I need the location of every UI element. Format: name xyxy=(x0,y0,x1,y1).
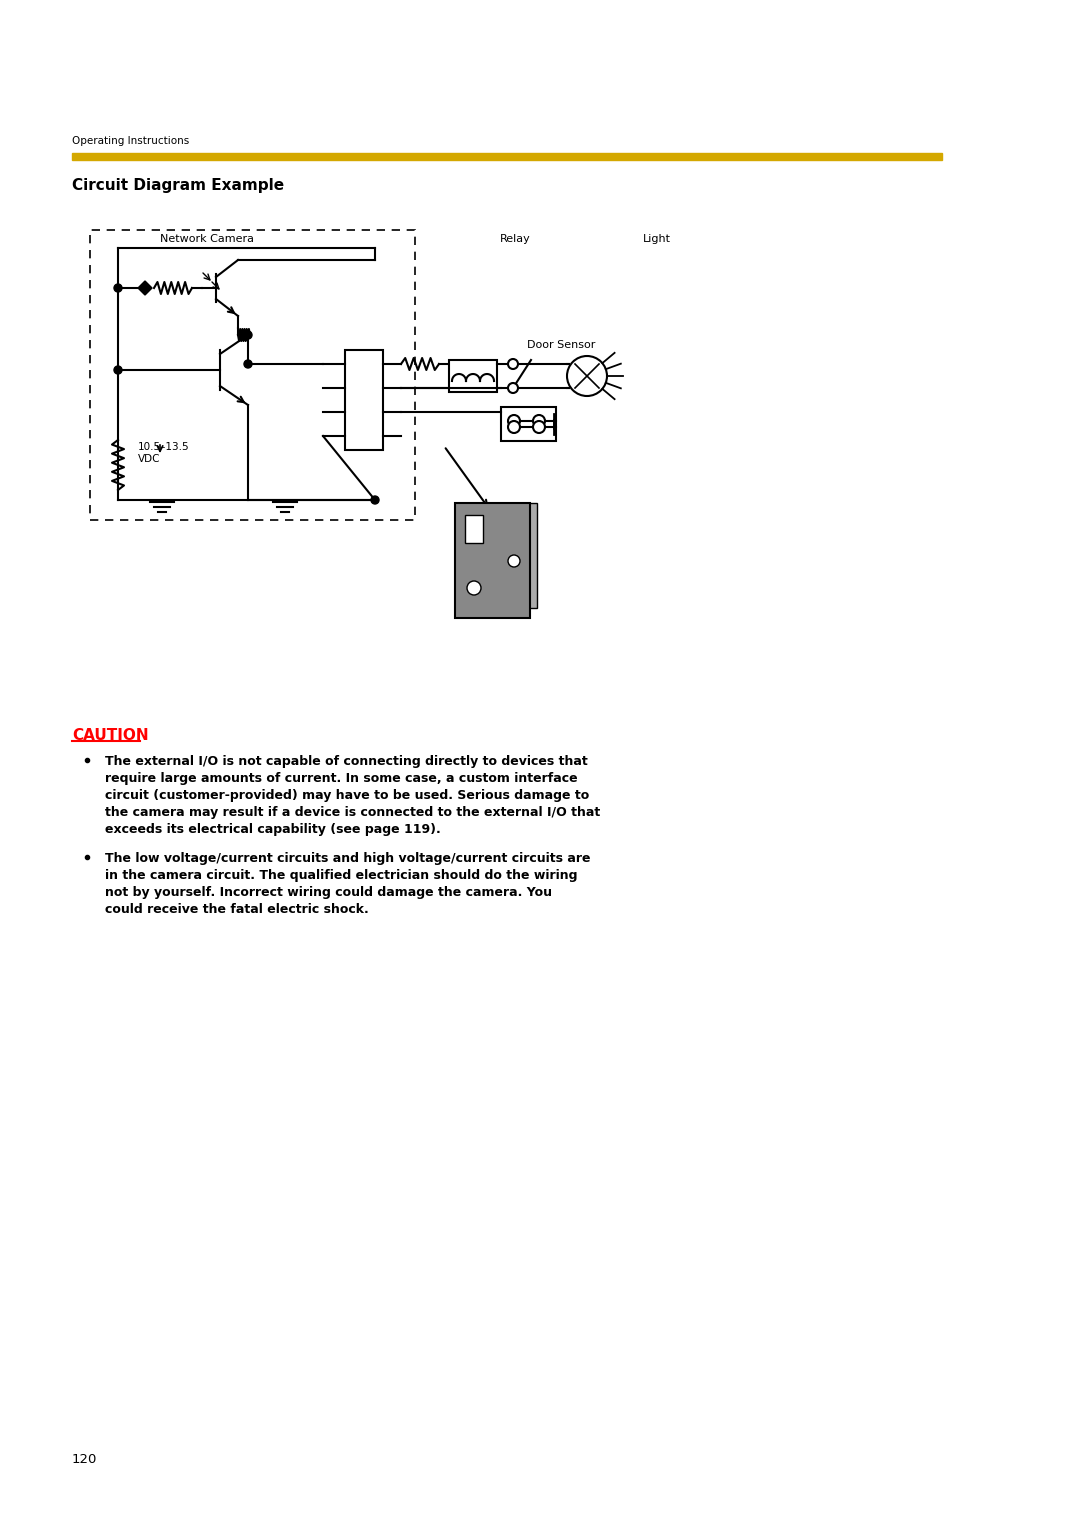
Circle shape xyxy=(534,422,545,432)
Circle shape xyxy=(508,555,519,567)
Text: 3: 3 xyxy=(361,384,367,393)
Bar xyxy=(345,350,383,451)
Bar xyxy=(449,361,497,393)
Text: 1: 1 xyxy=(361,431,367,442)
Text: The external I/O is not capable of connecting directly to devices that: The external I/O is not capable of conne… xyxy=(105,755,588,769)
Bar xyxy=(465,515,483,542)
Text: in the camera circuit. The qualified electrician should do the wiring: in the camera circuit. The qualified ele… xyxy=(105,869,578,882)
Circle shape xyxy=(508,416,519,426)
Circle shape xyxy=(508,422,519,432)
Bar xyxy=(90,231,415,520)
Text: Relay: Relay xyxy=(500,234,530,244)
Circle shape xyxy=(467,581,481,594)
Circle shape xyxy=(508,384,518,393)
Text: the camera may result if a device is connected to the external I/O that: the camera may result if a device is con… xyxy=(105,805,600,819)
Text: Operating Instructions: Operating Instructions xyxy=(72,136,189,147)
Circle shape xyxy=(114,367,122,374)
Circle shape xyxy=(244,361,252,368)
Circle shape xyxy=(244,332,252,339)
Circle shape xyxy=(508,359,518,368)
Circle shape xyxy=(372,497,379,504)
Polygon shape xyxy=(138,281,152,295)
Text: Network Camera: Network Camera xyxy=(160,234,254,244)
Bar xyxy=(525,503,537,608)
Circle shape xyxy=(534,416,545,426)
Bar xyxy=(501,406,556,442)
Text: 2: 2 xyxy=(361,406,367,417)
Bar xyxy=(455,503,530,617)
Text: 4: 4 xyxy=(361,359,367,368)
Text: Door Sensor: Door Sensor xyxy=(527,341,595,350)
Text: require large amounts of current. In some case, a custom interface: require large amounts of current. In som… xyxy=(105,772,578,785)
Text: 10.5–13.5
VDC: 10.5–13.5 VDC xyxy=(138,442,190,463)
Text: 120: 120 xyxy=(72,1453,97,1465)
Text: The low voltage/current circuits and high voltage/current circuits are: The low voltage/current circuits and hig… xyxy=(105,853,591,865)
Text: circuit (customer-provided) may have to be used. Serious damage to: circuit (customer-provided) may have to … xyxy=(105,788,590,802)
Text: exceeds its electrical capability (see page 119).: exceeds its electrical capability (see p… xyxy=(105,824,441,836)
Text: Circuit Diagram Example: Circuit Diagram Example xyxy=(72,177,284,193)
Text: CAUTION: CAUTION xyxy=(72,727,149,743)
Circle shape xyxy=(567,356,607,396)
Bar xyxy=(72,153,942,160)
Text: could receive the fatal electric shock.: could receive the fatal electric shock. xyxy=(105,903,368,915)
Text: not by yourself. Incorrect wiring could damage the camera. You: not by yourself. Incorrect wiring could … xyxy=(105,886,552,898)
Circle shape xyxy=(114,284,122,292)
Text: Light: Light xyxy=(643,234,671,244)
